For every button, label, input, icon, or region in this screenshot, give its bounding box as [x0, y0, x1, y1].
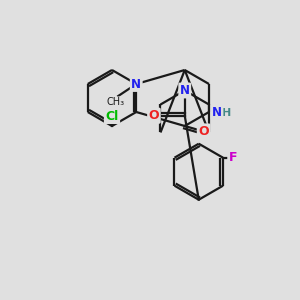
Text: H: H [222, 108, 232, 118]
Text: O: O [148, 109, 159, 122]
Text: N: N [212, 106, 222, 118]
Text: F: F [229, 151, 237, 164]
Text: Cl: Cl [105, 110, 119, 122]
Text: CH₃: CH₃ [106, 97, 124, 107]
Text: N: N [131, 77, 141, 91]
Text: O: O [198, 125, 209, 138]
Text: N: N [180, 84, 190, 97]
